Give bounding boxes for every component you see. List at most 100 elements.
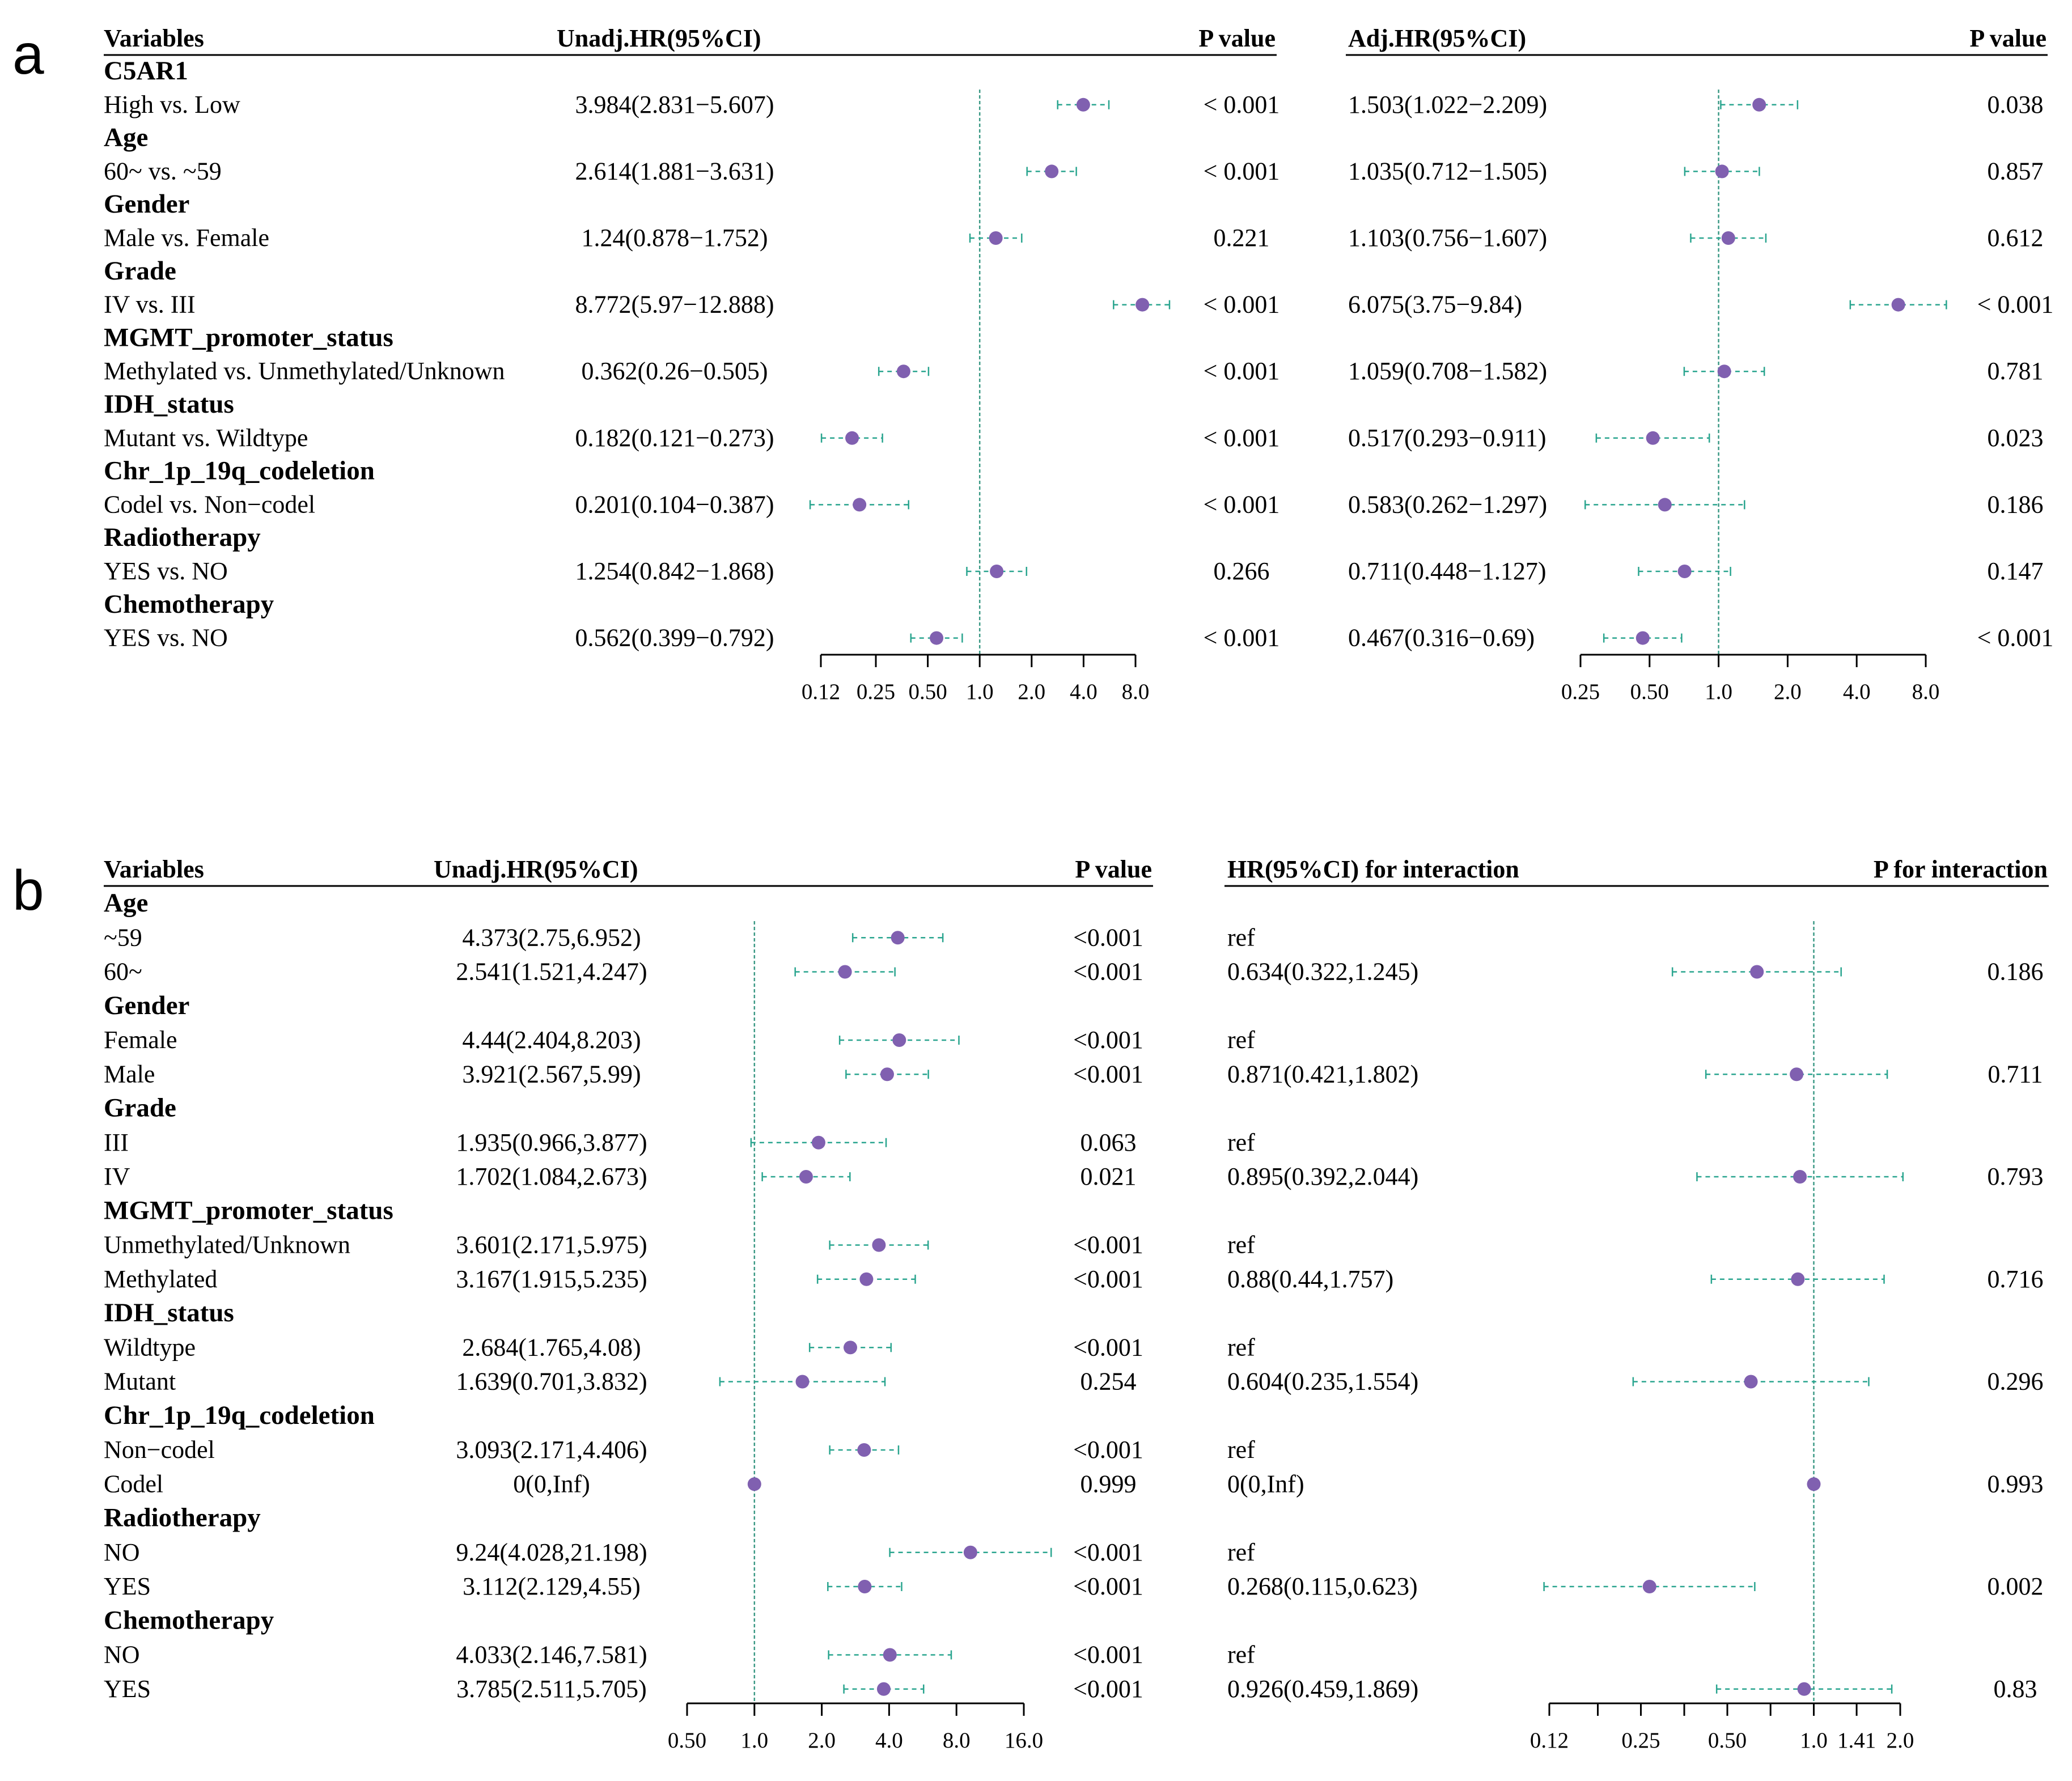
row-label: Mutant vs. Wildtype bbox=[104, 424, 308, 452]
interaction-hr-value: 0.604(0.235,1.554) bbox=[1227, 1368, 1418, 1396]
x-axis-tick-label: 4.0 bbox=[875, 1728, 903, 1753]
x-axis-tick-label: 1.0 bbox=[1705, 680, 1732, 704]
header-adj-hr: Adj.HR(95%CI) bbox=[1348, 24, 1526, 52]
x-axis-tick-label: 0.25 bbox=[1621, 1728, 1660, 1753]
p-value: <0.001 bbox=[1073, 1436, 1143, 1464]
row-label: NO bbox=[104, 1641, 140, 1669]
adj-p-value: 0.023 bbox=[1988, 424, 2044, 452]
p-value: <0.001 bbox=[1073, 1333, 1143, 1361]
x-axis-tick-label: 1.41 bbox=[1837, 1728, 1876, 1753]
hr-point bbox=[1721, 231, 1735, 245]
adj-p-value: 0.857 bbox=[1988, 157, 2044, 185]
hr-point bbox=[1677, 565, 1692, 578]
hr-point bbox=[880, 1067, 894, 1082]
hr-point bbox=[853, 498, 867, 512]
hr-point bbox=[795, 1375, 810, 1389]
hr-point bbox=[876, 1682, 891, 1696]
group-title: Chr_1p_19q_codeletion bbox=[104, 1401, 375, 1430]
x-axis-tick-label: 0.50 bbox=[1708, 1728, 1747, 1753]
hr-point bbox=[857, 1443, 871, 1457]
group-title: MGMT_promoter_status bbox=[104, 1195, 393, 1225]
hr-point bbox=[747, 1477, 761, 1491]
hr-point bbox=[845, 431, 859, 445]
interaction-hr-value: ref bbox=[1227, 1538, 1255, 1566]
x-axis-tick-label: 0.50 bbox=[908, 680, 947, 704]
hr-point bbox=[1717, 364, 1731, 379]
row-label: Male bbox=[104, 1060, 155, 1088]
interaction-hr-value: 0.88(0.44,1.757) bbox=[1227, 1265, 1393, 1293]
p-interaction-value: 0.793 bbox=[1988, 1163, 2044, 1190]
x-axis-tick-label: 2.0 bbox=[808, 1728, 836, 1753]
row-label: Codel vs. Non−codel bbox=[104, 490, 315, 518]
p-value: <0.001 bbox=[1073, 1538, 1143, 1566]
panel-a-adjusted-forest: 0.25 0.50 1.0 2.0 4.0 8.0 bbox=[1561, 90, 1947, 704]
hr-point bbox=[1646, 431, 1660, 445]
unadj-hr-value: 3.921(2.567,5.99) bbox=[462, 1060, 641, 1088]
group-title: Chr_1p_19q_codeletion bbox=[104, 456, 375, 486]
hr-point bbox=[989, 231, 1003, 245]
adj-hr-value: 0.467(0.316−0.69) bbox=[1348, 624, 1535, 652]
x-axis-tick-label: 0.12 bbox=[1530, 1728, 1569, 1753]
p-value: <0.001 bbox=[1073, 923, 1143, 951]
p-value: < 0.001 bbox=[1204, 157, 1280, 185]
hr-point bbox=[990, 565, 1004, 578]
hr-point bbox=[1750, 965, 1764, 979]
panel-a-unadjusted-forest: 0.12 0.25 0.50 1.0 2.0 4.0 8.0 bbox=[802, 90, 1171, 704]
p-value: <0.001 bbox=[1073, 1026, 1143, 1054]
adj-hr-value: 0.711(0.448−1.127) bbox=[1348, 557, 1546, 585]
hr-point bbox=[883, 1648, 897, 1662]
header-p-value: P value bbox=[1198, 24, 1276, 52]
interaction-hr-value: ref bbox=[1227, 1026, 1255, 1054]
interaction-hr-value: 0(0,Inf) bbox=[1227, 1470, 1304, 1498]
unadj-hr-value: 4.373(2.75,6.952) bbox=[462, 923, 641, 951]
header-p-value-b: P value bbox=[1075, 855, 1152, 883]
adj-hr-value: 1.503(1.022−2.209) bbox=[1348, 91, 1547, 118]
adj-p-value: 0.781 bbox=[1988, 357, 2044, 385]
unadj-hr-value: 2.614(1.881−3.631) bbox=[575, 157, 774, 185]
row-label: Unmethylated/Unknown bbox=[104, 1231, 350, 1259]
hr-point bbox=[1642, 1580, 1656, 1593]
hr-point bbox=[896, 364, 910, 379]
interaction-hr-value: ref bbox=[1227, 1231, 1255, 1259]
unadj-hr-value: 1.935(0.966,3.877) bbox=[456, 1129, 647, 1156]
p-interaction-value: 0.296 bbox=[1988, 1368, 2044, 1396]
hr-point bbox=[872, 1238, 886, 1252]
unadj-hr-value: 2.684(1.765,4.08) bbox=[462, 1333, 641, 1361]
p-value: <0.001 bbox=[1073, 1231, 1143, 1259]
row-label: IV bbox=[104, 1163, 130, 1190]
hr-point bbox=[1807, 1477, 1821, 1491]
group-title: Grade bbox=[104, 256, 176, 286]
hr-point bbox=[1891, 298, 1905, 312]
x-axis-tick-label: 8.0 bbox=[1122, 680, 1150, 704]
p-value: < 0.001 bbox=[1204, 91, 1280, 118]
x-axis-tick-label: 4.0 bbox=[1843, 680, 1871, 704]
interaction-hr-value: 0.926(0.459,1.869) bbox=[1227, 1675, 1418, 1703]
row-label: IV vs. III bbox=[104, 291, 196, 319]
interaction-hr-value: ref bbox=[1227, 1436, 1255, 1464]
group-title: Radiotherapy bbox=[104, 1503, 261, 1533]
interaction-hr-value: ref bbox=[1227, 1333, 1255, 1361]
interaction-hr-value: ref bbox=[1227, 923, 1255, 951]
hr-point bbox=[1076, 97, 1090, 112]
p-value: 0.266 bbox=[1214, 557, 1270, 585]
group-title: Age bbox=[104, 123, 148, 152]
row-label: NO bbox=[104, 1538, 140, 1566]
hr-point bbox=[859, 1272, 874, 1286]
hr-point bbox=[1658, 498, 1672, 512]
unadj-hr-value: 1.702(1.084,2.673) bbox=[456, 1163, 647, 1190]
hr-point bbox=[930, 631, 944, 645]
group-title: Radiotherapy bbox=[104, 523, 261, 552]
hr-point bbox=[1635, 631, 1650, 645]
adj-p-value: 0.147 bbox=[1988, 557, 2044, 585]
unadj-hr-value: 9.24(4.028,21.198) bbox=[456, 1538, 647, 1566]
adj-hr-value: 0.517(0.293−0.911) bbox=[1348, 424, 1546, 452]
unadj-hr-value: 1.639(0.701,3.832) bbox=[456, 1368, 647, 1396]
x-axis-tick-label: 0.25 bbox=[1561, 680, 1600, 704]
panel-b-label: b bbox=[12, 859, 44, 922]
adj-hr-value: 1.103(0.756−1.607) bbox=[1348, 224, 1547, 252]
adj-p-value: 0.612 bbox=[1988, 224, 2044, 252]
adj-p-value: < 0.001 bbox=[1977, 291, 2054, 319]
group-title: Gender bbox=[104, 991, 189, 1020]
panel-a-table: C5AR1 High vs. Low 3.984(2.831−5.607) < 0.0… bbox=[104, 56, 2053, 652]
p-value: 0.221 bbox=[1214, 224, 1270, 252]
